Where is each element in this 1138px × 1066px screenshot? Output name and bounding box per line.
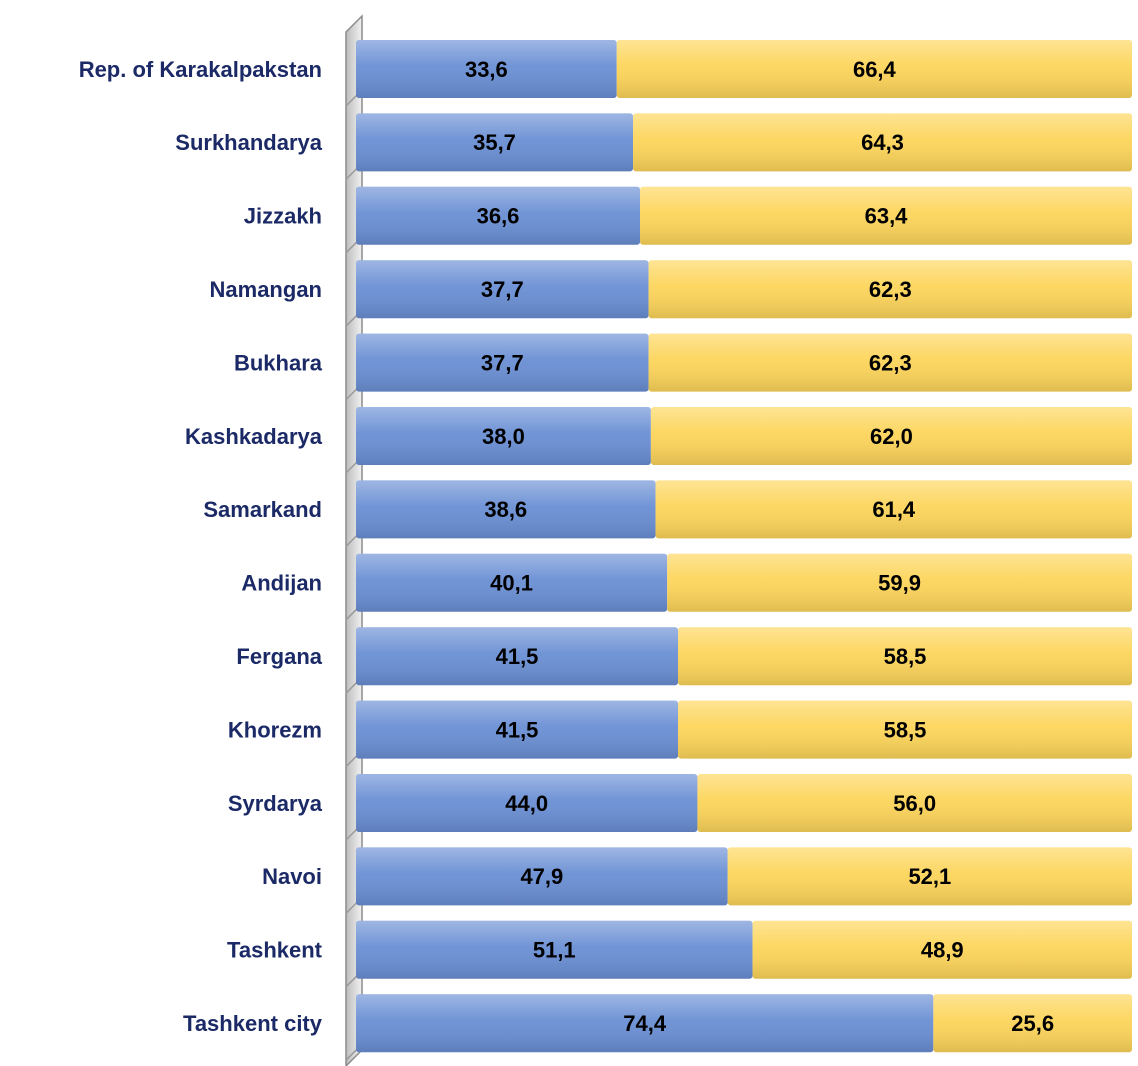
value-label: 52,1 [908, 864, 951, 889]
value-label: 40,1 [490, 571, 533, 596]
value-label: 74,4 [623, 1011, 667, 1036]
category-label: Khorezm [228, 717, 322, 742]
bar-shade [356, 553, 668, 612]
value-label: 62,0 [870, 424, 913, 449]
bar-shade [356, 774, 698, 832]
category-label: Bukhara [234, 350, 323, 375]
value-label: 33,6 [465, 57, 508, 82]
category-label: Tashkent [227, 938, 323, 963]
value-label: 37,7 [481, 277, 524, 302]
value-label: 58,5 [884, 717, 927, 742]
value-label: 51,1 [533, 938, 576, 963]
bar-shade [640, 186, 1132, 245]
value-label: 59,9 [878, 571, 921, 596]
bar-shade [633, 113, 1132, 172]
bar-shade [616, 40, 1132, 98]
value-label: 37,7 [481, 350, 524, 375]
value-label: 44,0 [505, 791, 548, 816]
value-label: 41,5 [496, 644, 539, 669]
bar-shade [697, 774, 1132, 832]
value-label: 58,5 [884, 644, 927, 669]
bar-shade [356, 186, 641, 245]
bar-shade [356, 700, 679, 759]
value-label: 35,7 [473, 130, 516, 155]
bar-shade [655, 480, 1132, 539]
bar-shade [356, 480, 656, 539]
value-label: 62,3 [869, 277, 912, 302]
bar-shade [356, 847, 728, 906]
bar-shade [356, 920, 753, 979]
value-label: 64,3 [861, 130, 904, 155]
value-label: 66,4 [853, 57, 897, 82]
category-label: Andijan [241, 571, 322, 596]
value-label: 41,5 [496, 717, 539, 742]
value-label: 38,0 [482, 424, 525, 449]
category-label: Surkhandarya [175, 130, 322, 155]
value-label: 36,6 [477, 204, 520, 229]
bar-shade [356, 333, 649, 392]
bar-shade [727, 847, 1132, 906]
bar-shade [356, 260, 649, 319]
category-label: Navoi [262, 864, 322, 889]
value-label: 48,9 [921, 938, 964, 963]
bar-shade [356, 113, 634, 172]
value-label: 25,6 [1011, 1011, 1054, 1036]
category-label: Syrdarya [228, 791, 323, 816]
value-label: 38,6 [484, 497, 527, 522]
bar-shade [678, 700, 1132, 759]
category-label: Namangan [210, 277, 322, 302]
plot-area: Rep. of Karakalpakstan 33,6 66,4 Surkhandar… [79, 40, 1132, 1061]
bar-shade [933, 994, 1132, 1053]
category-label: Tashkent city [183, 1011, 323, 1036]
axis-wall [345, 14, 363, 1066]
category-label: Samarkand [203, 497, 322, 522]
value-label: 61,4 [872, 497, 916, 522]
category-label: Rep. of Karakalpakstan [79, 57, 322, 82]
value-label: 56,0 [893, 791, 936, 816]
bar-shade [356, 407, 651, 465]
bar-shade [356, 994, 934, 1053]
value-label: 62,3 [869, 350, 912, 375]
value-label: 63,4 [865, 204, 909, 229]
bar-shade [678, 627, 1132, 686]
bar-shade [356, 40, 617, 98]
bar-shade [356, 627, 679, 686]
bar-shade [752, 920, 1132, 979]
bar-shade [648, 260, 1132, 319]
category-label: Kashkadarya [185, 424, 323, 449]
bar-shade [650, 407, 1132, 465]
category-label: Fergana [236, 644, 322, 669]
category-label: Jizzakh [244, 204, 322, 229]
bar-shade [648, 333, 1132, 392]
value-label: 47,9 [520, 864, 563, 889]
bar-shade [667, 553, 1132, 612]
